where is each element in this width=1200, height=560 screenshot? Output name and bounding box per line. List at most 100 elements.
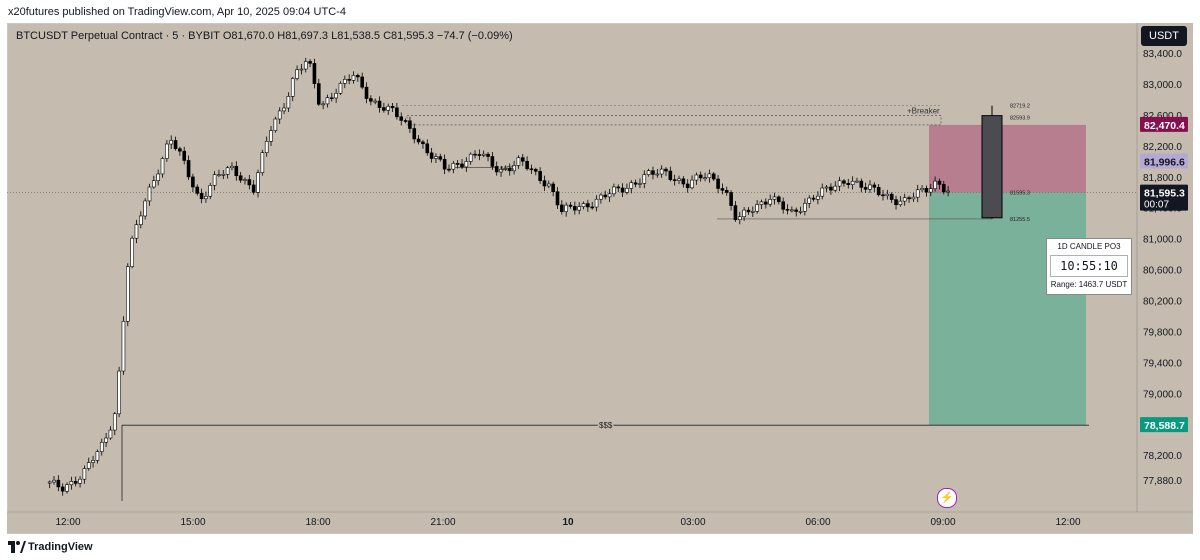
candle-body [516,157,521,166]
candle-body [603,194,608,198]
candle-body [750,211,755,213]
candle-body [777,196,781,203]
candle-body [685,183,690,189]
candle-body [178,148,182,152]
candle-body [798,211,803,213]
candle-body [720,188,725,191]
candle-body [781,201,785,210]
candle-body [212,174,217,186]
candle-body [86,462,91,469]
price-badge [1140,153,1188,169]
lightning-icon[interactable]: ⚡ [937,488,957,508]
candle-body [894,199,898,206]
candle-body [403,120,408,122]
candle-body [481,153,486,156]
candle-body [868,184,872,190]
candle-body [811,197,816,200]
candle-body [69,481,74,486]
candle-body [742,209,746,218]
breaker-box [406,115,942,126]
candle-body [794,209,799,212]
candle-body [382,107,386,111]
candle-body [286,96,291,109]
candle-body [277,110,282,120]
mss-annotation: MSS [501,166,514,172]
candle-body [169,140,174,145]
tradingview-brand: TradingView [28,541,93,553]
candle-body [360,76,364,88]
candle-body [646,170,651,175]
candle-body [447,168,451,171]
candle-body [616,186,621,189]
candle-series [47,57,950,496]
candle-body [343,79,347,84]
candle-body [282,107,286,112]
candle-body [108,429,113,439]
candle-body [850,180,855,185]
candle-body [238,175,243,181]
candle-body [425,143,430,154]
candle-body [586,203,590,208]
candlestick-chart[interactable]: 82719.2 82593.9 81595.3 81255.5 +Breaker MSS $… [7,23,1193,534]
candle-body [95,451,100,461]
x-tick-label: 12:00 [1055,517,1080,528]
candle-body [547,183,551,187]
candle-body [56,479,61,488]
candle-body [217,174,221,176]
candle-body [199,193,204,200]
y-tick-label: 79,800.0 [1143,327,1182,338]
y-tick-label: 83,000.0 [1143,80,1182,91]
candle-body [928,188,933,193]
currency-button[interactable]: USDT [1141,26,1187,46]
candle-body [152,180,156,188]
level-labels: 82719.2 82593.9 81595.3 81255.5 +Breaker MSS $… [501,104,1030,432]
candle-body [464,161,469,168]
candle-body [924,188,929,193]
candle-body [889,193,894,200]
candle-body [65,484,69,492]
timer-countdown: 10:55:10 [1050,255,1128,277]
candle-body [416,138,421,143]
y-tick-label: 80,600.0 [1143,266,1182,277]
candle-body [165,143,169,159]
price-badge [1140,116,1188,132]
stop-loss-zone [929,124,1086,193]
candle-body [386,105,391,111]
candle-body [117,370,121,415]
candle-body [290,78,295,97]
candle-body [672,179,677,181]
candle-body [299,68,304,71]
candle-body [251,184,256,193]
candle-body [104,437,108,443]
candle-body [729,192,733,206]
candle-body [855,180,859,183]
price-badge-label: 81,595.3 [1144,188,1185,200]
candle-body [486,153,490,157]
candle-body [338,83,343,94]
candle-body [733,205,738,220]
candle-body [785,208,790,211]
candle-body [295,69,299,79]
x-tick-label: 21:00 [430,517,455,528]
candle-body [846,183,851,185]
candle-body [529,168,534,171]
candle-body [772,196,777,200]
candle-body [833,185,838,191]
y-tick-label: 81,000.0 [1143,235,1182,246]
level-label-low: 81255.5 [1010,217,1030,223]
candle-body [533,169,538,172]
candle-body [334,92,338,99]
candle-body [907,197,911,200]
candle-body [698,174,703,179]
candle-body [690,179,694,189]
candle-body [204,195,208,200]
candle-body [807,197,812,204]
candle-body [937,180,942,185]
candle-body [599,194,603,200]
candle-body [434,156,438,159]
axes: 77,880.078,200.078,600.079,000.079,400.0… [7,23,1193,533]
candle-body [711,173,716,180]
candle-body [659,168,664,175]
candle-body [329,97,334,100]
candle-body [737,216,742,220]
